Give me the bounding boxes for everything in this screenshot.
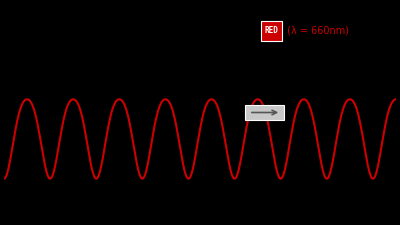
Text: (λ = 660nm): (λ = 660nm) xyxy=(284,26,349,36)
FancyBboxPatch shape xyxy=(245,105,284,120)
Text: RED: RED xyxy=(265,26,278,35)
Bar xyxy=(261,21,282,41)
